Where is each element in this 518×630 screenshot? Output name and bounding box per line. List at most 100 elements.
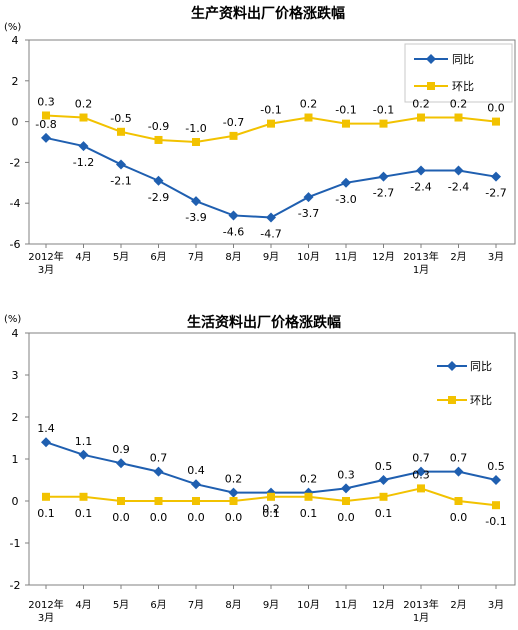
data-point-mom bbox=[192, 138, 200, 146]
data-label: 0.2 bbox=[225, 473, 243, 486]
data-point-yoy bbox=[41, 132, 51, 143]
data-label: -2.4 bbox=[410, 181, 431, 194]
data-label: 0.3 bbox=[412, 468, 430, 481]
data-label: 0.1 bbox=[300, 507, 318, 520]
x-tick-label: 2012年 bbox=[28, 598, 63, 611]
x-tick-label: 12月 bbox=[372, 251, 395, 263]
legend-square-icon bbox=[448, 396, 456, 404]
plot-area bbox=[28, 39, 516, 245]
y-tick-label: 0 bbox=[12, 116, 19, 129]
data-label: -0.5 bbox=[110, 112, 131, 125]
data-point-mom bbox=[229, 131, 238, 140]
data-point-mom bbox=[154, 497, 163, 505]
y-tick-label: 0 bbox=[12, 495, 19, 508]
x-tick-label: 3月 bbox=[488, 599, 504, 611]
x-tick-label: 8月 bbox=[225, 251, 241, 263]
data-point-mom bbox=[42, 492, 50, 501]
x-tick-label: 6月 bbox=[150, 251, 166, 263]
data-point-yoy bbox=[266, 212, 276, 223]
data-label: 0.1 bbox=[375, 507, 393, 520]
data-label: -0.1 bbox=[373, 104, 394, 117]
y-tick-label: 2 bbox=[12, 411, 19, 424]
data-point-yoy bbox=[153, 175, 164, 186]
data-point-mom bbox=[492, 117, 500, 126]
x-tick-label: 9月 bbox=[263, 599, 279, 611]
data-label: -0.1 bbox=[335, 104, 356, 117]
legend-frame bbox=[404, 43, 513, 103]
legend-label-yoy: 同比 bbox=[452, 53, 474, 66]
data-label: -2.7 bbox=[485, 187, 506, 200]
data-point-mom bbox=[454, 497, 463, 505]
data-point-yoy bbox=[228, 210, 239, 221]
data-point-mom bbox=[79, 113, 88, 122]
data-point-mom bbox=[154, 135, 163, 144]
data-point-yoy bbox=[378, 475, 389, 485]
x-tick-label: 2月 bbox=[450, 251, 466, 263]
data-point-yoy bbox=[191, 196, 201, 207]
data-point-yoy bbox=[416, 165, 426, 176]
x-tick-label: 10月 bbox=[297, 599, 320, 611]
data-label: -2.7 bbox=[373, 187, 394, 200]
data-label: 0.4 bbox=[187, 464, 205, 477]
data-label: -2.9 bbox=[148, 191, 169, 204]
data-point-mom bbox=[267, 492, 275, 501]
data-label: 0.1 bbox=[75, 507, 93, 520]
data-label: 0.5 bbox=[375, 460, 393, 473]
data-label: 0.2 bbox=[450, 98, 468, 111]
x-tick-label: 2月 bbox=[450, 599, 466, 611]
data-point-mom bbox=[267, 119, 275, 128]
data-point-mom bbox=[79, 492, 88, 501]
data-point-yoy bbox=[228, 487, 239, 498]
chart-title: 生产资料出厂价格涨跌幅 bbox=[191, 5, 345, 22]
data-point-mom bbox=[304, 113, 313, 122]
y-tick-label: 4 bbox=[12, 327, 19, 340]
data-point-yoy bbox=[453, 165, 464, 176]
data-point-yoy bbox=[41, 437, 51, 448]
x-tick-label: 5月 bbox=[113, 599, 129, 611]
data-point-mom bbox=[117, 497, 125, 505]
x-tick-label: 1月 bbox=[413, 612, 429, 624]
legend-diamond-icon bbox=[447, 361, 457, 371]
y-tick-label: 1 bbox=[12, 453, 19, 466]
data-label: 0.2 bbox=[300, 473, 318, 486]
data-label: 0.2 bbox=[75, 98, 93, 111]
consumer-goods-chart: 生活资料出厂价格涨跌幅 (%) 同比 环比 43210-1-22012年3月4月… bbox=[4, 314, 516, 624]
production-materials-chart: 生产资料出厂价格涨跌幅 (%) 同比 环比 420-2-4-62012年3月4月… bbox=[4, 5, 516, 276]
x-tick-label: 3月 bbox=[38, 264, 54, 276]
data-label: -2.4 bbox=[448, 181, 469, 194]
data-point-yoy bbox=[341, 177, 351, 188]
chart-title: 生活资料出厂价格涨跌幅 bbox=[187, 314, 341, 331]
data-label: -2.1 bbox=[110, 174, 131, 187]
y-tick-label: 3 bbox=[12, 369, 19, 382]
data-point-mom bbox=[192, 497, 200, 505]
data-point-mom bbox=[342, 119, 350, 128]
data-label: -0.7 bbox=[223, 116, 244, 129]
data-point-yoy bbox=[378, 171, 389, 182]
data-point-mom bbox=[379, 492, 388, 501]
x-tick-label: 9月 bbox=[263, 251, 279, 263]
data-point-mom bbox=[492, 501, 500, 510]
x-tick-label: 3月 bbox=[488, 251, 504, 263]
x-tick-label: 7月 bbox=[188, 599, 204, 611]
data-label: 0.7 bbox=[450, 452, 468, 465]
data-point-yoy bbox=[116, 458, 126, 469]
data-point-mom bbox=[342, 497, 350, 505]
data-label: -3.0 bbox=[335, 193, 356, 206]
x-tick-label: 4月 bbox=[75, 599, 91, 611]
x-tick-label: 6月 bbox=[150, 599, 166, 611]
data-point-mom bbox=[42, 111, 50, 120]
data-label: 0.0 bbox=[187, 511, 205, 524]
x-tick-label: 12月 bbox=[372, 599, 395, 611]
unit-label: (%) bbox=[4, 22, 21, 33]
data-label: 0.0 bbox=[450, 511, 468, 524]
data-point-yoy bbox=[453, 466, 464, 477]
y-tick-label: -2 bbox=[10, 579, 21, 592]
data-label: 1.1 bbox=[75, 435, 93, 448]
data-label: -0.1 bbox=[260, 104, 281, 117]
data-point-mom bbox=[454, 113, 463, 122]
data-label: 0.0 bbox=[225, 511, 243, 524]
data-label: -4.7 bbox=[260, 227, 281, 240]
data-label: 0.3 bbox=[337, 468, 355, 481]
legend: 同比 环比 bbox=[404, 43, 513, 103]
